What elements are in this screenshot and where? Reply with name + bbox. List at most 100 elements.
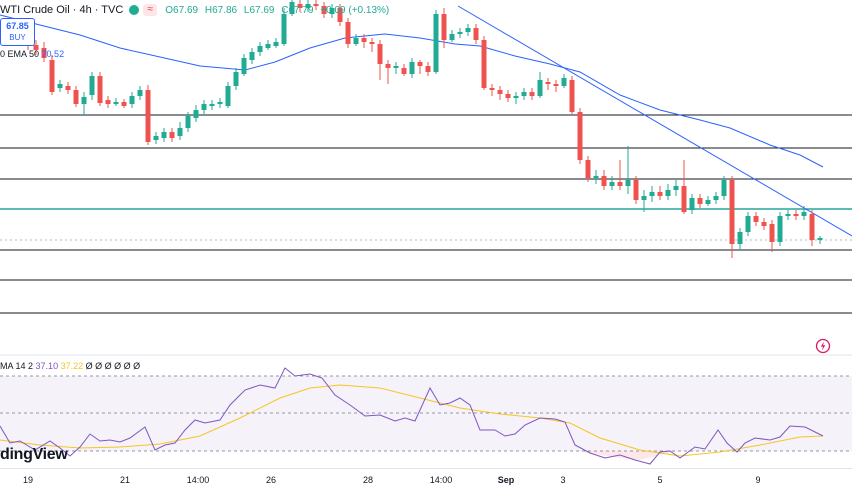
rsi-value: 37.10 [35,361,59,371]
low-value: L67.69 [243,4,275,16]
x-tick: 5 [657,475,663,485]
x-tick: 19 [22,475,34,485]
trend-line[interactable] [457,5,852,237]
candle-up [801,212,807,216]
rsi-ma-value: 37.22 [60,361,84,371]
ema-line [0,14,824,168]
rsi-oversold-fill [580,451,680,460]
x-tick: 26 [265,475,277,485]
buy-label: BUY [9,33,26,42]
candle-up [153,136,159,140]
candle-down [345,22,351,44]
horizontal-levels [0,114,852,356]
candle-down [505,94,511,98]
candle-up [193,110,199,118]
candle-down [633,180,639,200]
candle-up [225,86,231,106]
candle-down [553,84,559,86]
candle-up [177,128,183,136]
brand-logo[interactable]: dingView [0,446,68,463]
candle-up [201,104,207,110]
candle-up [289,2,295,14]
candle-down [41,48,47,58]
candle-down [489,88,495,90]
x-tick: 3 [560,475,566,485]
change-value: +0.09 (+0.13%) [320,4,390,16]
candle-up [129,96,135,104]
candle-down [793,214,799,216]
candle-down [313,4,319,6]
candle-up [217,102,223,104]
candle-up [353,38,359,44]
symbol-legend[interactable]: WTI Crude Oil · 4h · TVC ≈ O67.69 H67.86… [0,2,389,18]
candle-up [89,76,95,95]
candle-down [441,14,447,40]
ema-value: 70.52 [41,49,65,59]
candle-down [473,28,479,40]
candle-down [585,160,591,178]
candle-down [657,192,663,196]
candle-up [161,132,167,138]
candle-up [737,232,743,244]
candle-up [329,8,335,14]
candle-down [385,64,391,68]
ema-label: 0 EMA 50 [0,49,40,59]
x-tick: Sep [497,475,515,485]
ohlc-values: O67.69 H67.86 L67.69 C67.79 +0.09 (+0.13… [165,5,389,16]
candle-up [233,72,239,86]
symbol-title: WTI Crude Oil · 4h · TVC [0,4,124,16]
x-tick: 14:00 [186,475,210,485]
candle-up [265,44,271,48]
candle-up [433,14,439,72]
candle-down [361,38,367,42]
candle-down [169,132,175,138]
candle-up [745,216,751,232]
candle-down [49,60,55,92]
candle-down [401,68,407,74]
candle-up [785,214,791,216]
candle-down [481,40,487,88]
candle-up [273,42,279,46]
candle-up [249,52,255,60]
candle-up [665,190,671,196]
candle-up [561,78,567,86]
price-chart[interactable] [0,0,852,468]
candle-down [73,90,79,104]
candle-down [681,186,687,212]
candle-up [465,28,471,32]
candle-down [145,90,151,142]
candle-up [457,32,463,34]
candle-up [817,238,823,240]
rsi-legend[interactable]: MA 14 2 37.10 37.22 Ø Ø Ø Ø Ø Ø [0,361,140,371]
x-tick: 28 [362,475,374,485]
candle-up [281,14,287,44]
candle-down [369,42,375,44]
time-axis[interactable]: 19 21 14:00 26 28 14:00 Sep 3 5 9 [0,468,852,486]
candle-up [513,96,519,98]
candle-down [697,198,703,204]
candle-down [377,44,383,64]
lightning-icon[interactable] [815,338,831,354]
ema-legend[interactable]: 0 EMA 50 70.52 [0,49,64,59]
candle-up [713,196,719,200]
candle-up [449,34,455,40]
candle-up [625,180,631,186]
candle-up [673,186,679,190]
candle-down [617,182,623,186]
buy-price: 67.85 [6,21,29,31]
candle-up [185,116,191,128]
approx-icon[interactable]: ≈ [143,4,158,16]
buy-button[interactable]: 67.85 BUY [0,18,35,46]
candle-down [105,100,111,104]
candle-up [777,216,783,242]
candle-up [305,4,311,8]
candle-up [705,200,711,204]
candle-up [609,182,615,186]
x-tick: 21 [119,475,131,485]
candle-up [393,66,399,68]
candle-down [545,82,551,84]
candle-down [529,92,535,96]
candlesticks [1,0,823,258]
x-tick: 9 [755,475,761,485]
